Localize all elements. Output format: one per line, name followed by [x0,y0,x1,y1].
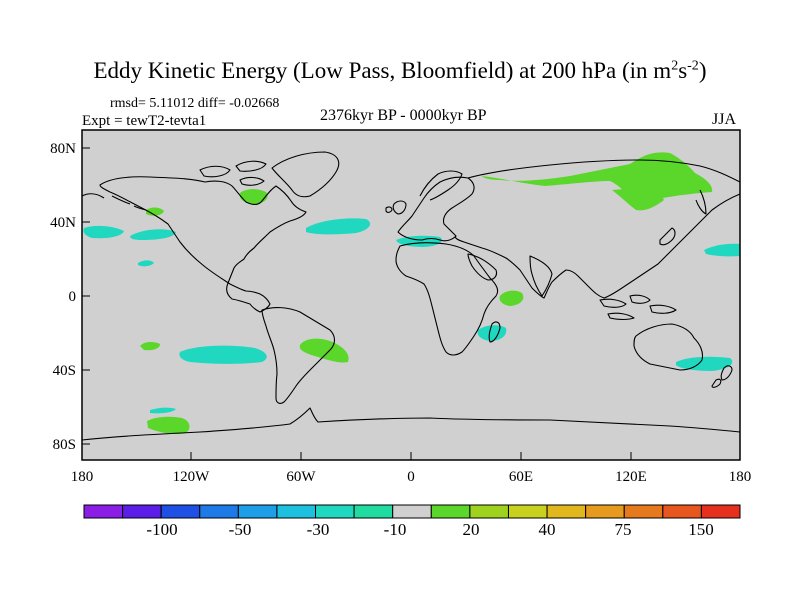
lat-label-80n: 80N [50,141,76,157]
title-superscript-1: 2 [671,58,679,74]
coast-asia [454,159,741,299]
lat-label-40n: 40N [50,215,76,231]
region-s-pacific-far-south [150,407,176,414]
colorbar-label-20: 20 [463,520,480,539]
positive-anomaly-regions [140,152,713,435]
region-ne-pacific-small [146,207,164,216]
region-hudson-bay [239,189,268,204]
colorbar-box-10 [469,504,509,519]
colorbar-box-14 [623,504,664,519]
rmsd-diff-label: rmsd= 5.11012 diff= -0.02668 [110,96,280,111]
coast-kamchatka [695,189,707,215]
colorbar-box-13 [585,504,625,519]
title-superscript-2: -2 [687,58,699,74]
title-close-paren: ) [698,58,707,83]
colorbar-label-minus-30: -30 [307,520,330,539]
coastlines [81,151,741,441]
region-s-pacific-south [147,416,190,435]
coast-south-america [261,307,336,404]
colorbar-label-150: 150 [688,520,714,539]
coast-japan [659,227,676,246]
region-s-pacific-mid [179,345,267,364]
colorbar-box-8 [392,504,432,519]
coast-europe [397,176,475,242]
colorbar-box-3 [199,504,239,519]
season-label: JJA [712,111,737,128]
lat-label-40s: 40S [53,363,76,379]
coast-greenland [271,151,340,198]
colorbar-label-minus-100: -100 [146,520,177,539]
region-n-pacific-small [138,260,154,267]
lat-label-0: 0 [69,289,77,305]
region-north-atlantic [306,218,371,235]
colorbar-box-7 [353,504,394,519]
coast-north-america [99,176,307,313]
lon-label-60e: 60E [509,469,533,485]
colorbar-labels: -100 -50 -30 -10 20 40 75 150 [146,520,713,539]
title-text: Eddy Kinetic Energy (Low Pass, Bloomfiel… [93,58,672,83]
coast-alaska [81,193,147,211]
colorbar-label-minus-10: -10 [384,520,407,539]
region-nw-pacific-asia [704,243,740,257]
coast-british-isles [385,200,407,215]
colorbar-label-75: 75 [615,520,632,539]
colorbar-boxes [83,504,741,519]
coast-india [529,255,553,297]
period-label: 2376kyr BP - 0000kyr BP [320,107,487,124]
colorbar-box-4 [237,504,278,519]
experiment-label: Expt = tewT2-tevta1 [82,113,207,129]
coast-africa [395,242,499,356]
title-unit-s: s [678,58,688,83]
colorbar-box-9 [430,504,471,519]
coast-southeast-asia-islands [599,294,677,321]
region-north-pacific-mid [130,229,176,240]
lon-labels: 180 120W 60W 0 60E 120E 180 [71,469,752,485]
colorbar-box-16 [700,504,741,519]
lon-label-120e: 120E [615,469,647,485]
colorbar-box-5 [276,504,317,519]
lon-label-180w: 180 [71,469,94,485]
region-se-pacific [140,341,160,351]
region-north-pacific-west [83,225,124,239]
coast-scandinavia [419,170,463,201]
colorbar-box-0 [83,504,124,519]
region-australia-south [676,356,733,371]
coast-australia [633,323,704,371]
colorbar-box-11 [507,504,548,519]
colorbar-label-minus-50: -50 [229,520,252,539]
colorbar-box-2 [160,504,201,519]
coast-madagascar [488,321,501,343]
region-indian-ocean-east-africa [499,290,524,306]
colorbar-box-6 [315,504,355,519]
coast-arctic-islands [199,160,267,186]
lon-label-180e: 180 [729,469,752,485]
lat-labels: 80N 40N 0 40S 80S [50,141,76,453]
colorbar-label-40: 40 [539,520,556,539]
coast-antarctica [81,407,741,441]
chart-title: Eddy Kinetic Energy (Low Pass, Bloomfiel… [0,58,800,84]
colorbar-box-15 [662,504,702,519]
axis-ticks [81,147,741,460]
colorbar-box-12 [546,504,587,519]
lon-label-0: 0 [407,469,415,485]
colorbar-box-1 [122,504,162,519]
region-nw-pacific-kamchatka [612,189,664,211]
coast-arabia [467,253,498,281]
negative-anomaly-regions [83,218,740,414]
lon-label-60w: 60W [286,469,316,485]
lat-label-80s: 80S [53,437,76,453]
coast-new-zealand [711,365,733,388]
lon-label-120w: 120W [173,469,211,485]
region-s-atlantic-argentina [299,338,349,363]
